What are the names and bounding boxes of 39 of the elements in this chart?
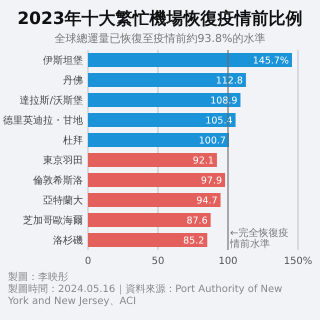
chart-subtitle: 全球總運量已恢復至疫情前約93.8%的水準 (54, 32, 266, 45)
y-tick-label: 德里英迪拉・甘地 (3, 114, 83, 126)
data-label: 105.4 (205, 115, 233, 126)
x-tick-label: 0 (84, 256, 92, 267)
y-tick-label: 東京羽田 (43, 154, 83, 166)
y-tick-label: 亞特蘭大 (43, 194, 83, 206)
bar (88, 193, 221, 207)
data-label: 92.1 (192, 155, 214, 166)
bar (88, 133, 229, 147)
y-tick-label: 伊斯坦堡 (43, 54, 83, 66)
y-tick-label: 倫敦希斯洛 (33, 174, 83, 186)
x-tick-label: 100 (218, 256, 238, 267)
bar (88, 233, 208, 247)
data-label: 94.7 (196, 195, 218, 206)
y-tick-label: 丹佛 (63, 76, 83, 86)
bar (88, 53, 292, 67)
ref-line-label: ←完全恢復疫情前水準 (229, 227, 288, 250)
data-label: 100.7 (198, 135, 226, 146)
y-tick-label: 杜拜 (63, 134, 83, 146)
y-tick-label: 達拉斯/沃斯堡 (20, 94, 83, 106)
x-tick-label: 50 (152, 256, 164, 267)
bar (88, 73, 246, 87)
bar (88, 153, 217, 167)
y-tick-label: 芝加哥歐海爾 (23, 214, 83, 226)
bar (88, 213, 211, 227)
text: 製圖：李映彤 (8, 271, 68, 283)
data-label: 112.8 (216, 75, 243, 86)
data-label: 87.6 (186, 215, 208, 226)
chart-title: 2023年十大繁忙機場恢復疫情前比例 (17, 9, 303, 29)
x-tick-label: 150% (284, 256, 312, 267)
y-tick-label: 洛杉磯 (53, 234, 83, 246)
data-label: 85.2 (183, 235, 204, 246)
bar (88, 113, 236, 127)
data-label: 145.7% (252, 55, 289, 66)
bar (88, 173, 226, 187)
text: 製圖時間：2024.05.16｜資料來源：Port Authority of New York and New Jersey、ACI (7, 283, 282, 307)
bar (88, 93, 240, 107)
data-label: 108.9 (210, 95, 238, 106)
data-label: 97.9 (200, 175, 222, 186)
